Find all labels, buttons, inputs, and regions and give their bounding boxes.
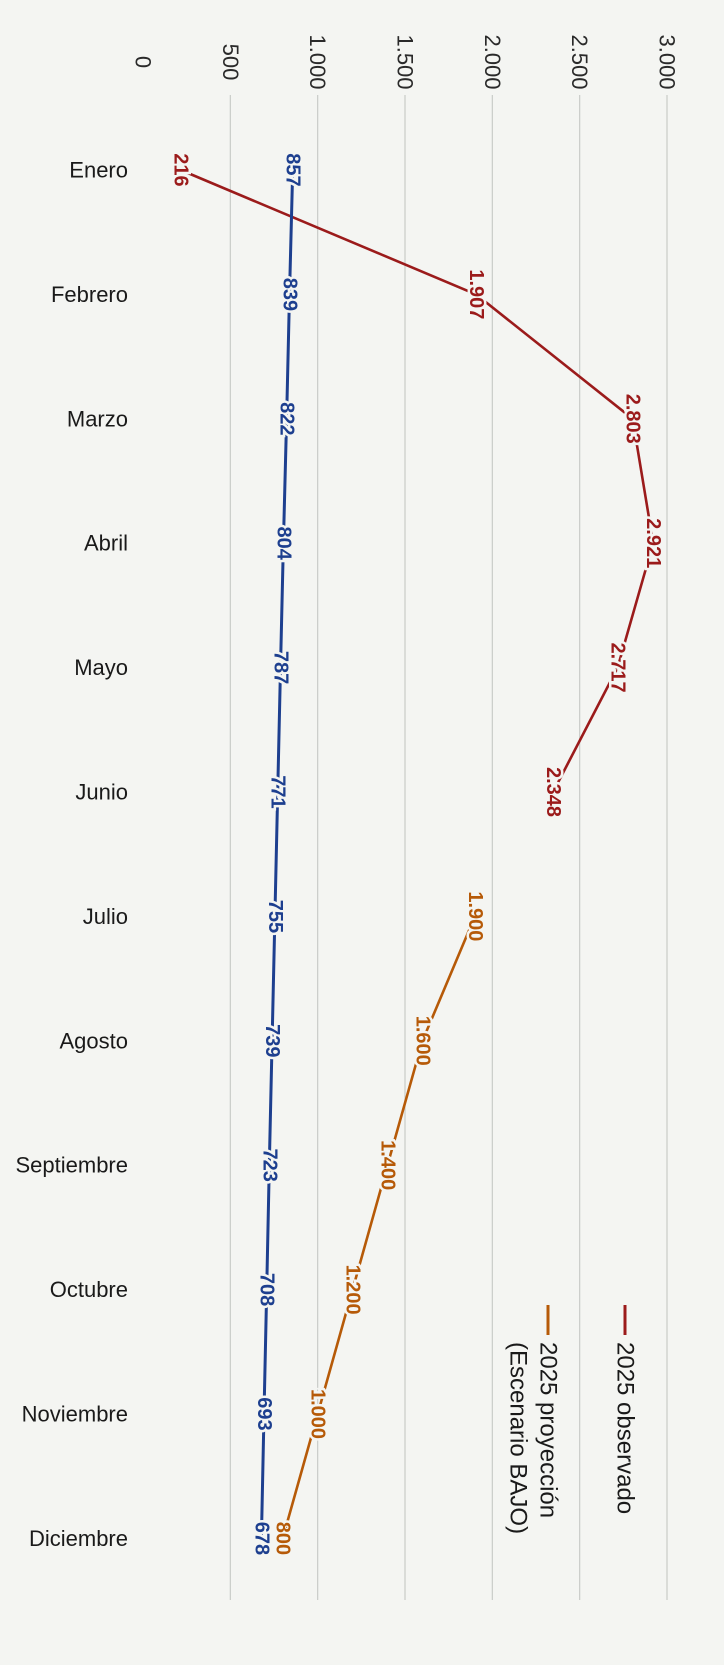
data-label: 723 [258, 1149, 280, 1182]
data-label-halo: 857 [282, 153, 304, 186]
data-label: 1.400 [377, 1140, 399, 1190]
category-label: Julio [83, 904, 128, 929]
data-label-halo: 2.348 [542, 767, 564, 817]
value-tick-label: 1.500 [393, 34, 418, 89]
category-label: Mayo [74, 655, 128, 680]
legend: 2025 observado 2025 proyección(Escenario … [505, 1305, 639, 1534]
value-axis-ticks: 0 500 1.000 1.500 2.000 2.500 3.000 [131, 34, 680, 89]
series-line-2 [281, 915, 477, 1539]
value-tick-label: 3.000 [655, 34, 680, 89]
series-line-3 [259, 169, 295, 1539]
data-label: 1.200 [342, 1265, 364, 1315]
series-lines [180, 168, 655, 1539]
value-tick-label: 2.500 [567, 34, 592, 89]
value-tick-label: 1.000 [305, 34, 330, 89]
data-label-halo: 787 [269, 651, 291, 684]
data-label-halo: 755 [264, 900, 286, 933]
data-label: 804 [272, 527, 294, 561]
data-label: 839 [279, 278, 301, 311]
data-label-halo: 822 [276, 402, 298, 435]
data-label: 1.600 [411, 1016, 433, 1066]
data-label: 1.900 [464, 891, 486, 941]
data-label: 771 [267, 775, 289, 808]
data-label: 2.348 [542, 767, 564, 817]
data-label-halo: 2.717 [607, 643, 629, 693]
data-label: 2.921 [642, 518, 664, 568]
gridlines [229, 95, 668, 1600]
category-label: Noviembre [22, 1402, 128, 1427]
data-label-halo: 1.900 [464, 891, 486, 941]
data-label: 1.000 [307, 1389, 329, 1439]
category-label: Octubre [50, 1277, 128, 1302]
data-label: 787 [269, 651, 291, 684]
data-label: 755 [264, 900, 286, 933]
data-label: 708 [256, 1273, 278, 1306]
value-tick-label: 2.000 [480, 34, 505, 89]
data-label: 857 [282, 153, 304, 186]
series-line-1 [180, 168, 655, 793]
value-tick-label: 0 [131, 56, 156, 68]
data-label: 2.803 [622, 394, 644, 444]
data-label-halo: 800 [272, 1522, 294, 1555]
data-label: 678 [250, 1522, 272, 1555]
data-label-halo: 678 [250, 1522, 272, 1555]
data-label: 2.717 [607, 643, 629, 693]
data-label-halo: 1.600 [411, 1016, 433, 1066]
data-label-halo: 723 [258, 1149, 280, 1182]
data-label: 739 [261, 1024, 283, 1057]
data-label: 216 [170, 153, 192, 186]
data-label-halo: 216 [170, 153, 192, 186]
data-label-halo: 739 [261, 1024, 283, 1057]
data-label-halo: 771 [267, 775, 289, 808]
legend-label: (Escenario BAJO) [505, 1342, 532, 1534]
category-label: Diciembre [29, 1526, 128, 1551]
category-label: Abril [84, 531, 128, 556]
data-label-halo: 1.200 [342, 1265, 364, 1315]
category-label: Agosto [60, 1028, 129, 1053]
category-axis-labels: Enero Febrero Marzo Abril Mayo Junio Julio Agos… [15, 158, 128, 1551]
data-label-halo: 708 [256, 1273, 278, 1306]
data-label-halo: 1.400 [377, 1140, 399, 1190]
legend-label: 2025 observado [612, 1342, 639, 1514]
data-label-halo: 804 [272, 527, 294, 561]
data-label-halo: 1.000 [307, 1389, 329, 1439]
category-label: Marzo [67, 406, 128, 431]
data-label: 800 [272, 1522, 294, 1555]
category-label: Septiembre [15, 1153, 128, 1178]
data-label-halo: 1.907 [465, 269, 487, 319]
data-label-halo: 2.803 [622, 394, 644, 444]
data-labels: 2162161.9071.9072.8032.8032.9212.9212.71… [167, 151, 666, 1558]
category-label: Febrero [51, 282, 128, 307]
data-label-halo: 839 [279, 278, 301, 311]
category-label: Enero [69, 158, 128, 183]
data-label: 1.907 [465, 269, 487, 319]
legend-label: 2025 proyección [535, 1342, 562, 1518]
data-label-halo: 693 [253, 1397, 275, 1430]
data-label: 822 [276, 402, 298, 435]
category-label: Junio [75, 780, 128, 805]
data-label-halo: 2.921 [642, 518, 664, 568]
value-tick-label: 500 [218, 44, 243, 81]
data-label: 693 [253, 1397, 275, 1430]
